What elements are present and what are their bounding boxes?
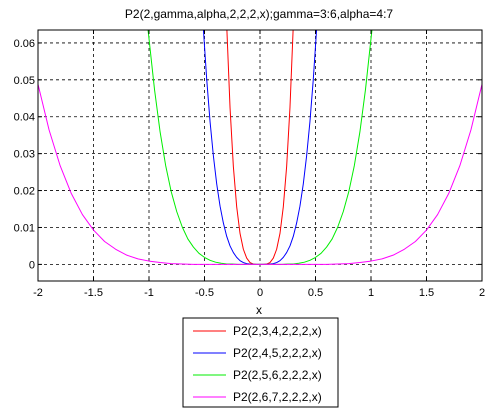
y-tick-label: 0.01 — [14, 222, 35, 234]
legend-label: P2(2,6,7,2,2,2,x) — [233, 390, 322, 404]
x-tick-label: 2 — [479, 287, 485, 299]
legend-label: P2(2,3,4,2,2,2,x) — [233, 324, 322, 338]
x-tick-label: -2 — [33, 287, 43, 299]
grid-lines — [38, 30, 482, 281]
chart-title: P2(2,gamma,alpha,2,2,2,x);gamma=3:6,alph… — [125, 7, 393, 21]
y-tick-label: 0 — [29, 259, 35, 271]
series-line-4 — [38, 84, 482, 265]
x-axis-label: x — [256, 303, 262, 317]
x-tick-label: 1.5 — [419, 287, 434, 299]
legend-label: P2(2,5,6,2,2,2,x) — [233, 368, 322, 382]
axis-ticks — [37, 30, 483, 281]
y-tick-label: 0.06 — [14, 38, 35, 50]
y-tick-label: 0.05 — [14, 75, 35, 87]
x-tick-label: 0 — [257, 287, 263, 299]
legend-label: P2(2,4,5,2,2,2,x) — [233, 346, 322, 360]
x-tick-labels: -2 -1.5 -1 -0.5 0 0.5 1 1.5 2 — [33, 287, 485, 299]
x-tick-label: 1 — [368, 287, 374, 299]
legend-box — [182, 317, 339, 408]
x-tick-label: -1 — [144, 287, 154, 299]
y-tick-label: 0.02 — [14, 186, 35, 198]
y-tick-label: 0.03 — [14, 149, 35, 161]
legend: P2(2,3,4,2,2,2,x) P2(2,4,5,2,2,2,x) P2(2,5… — [182, 317, 339, 408]
plot-series — [38, 30, 482, 265]
y-tick-label: 0.04 — [14, 112, 35, 124]
x-tick-label: -1.5 — [84, 287, 103, 299]
x-tick-label: 0.5 — [308, 287, 323, 299]
y-tick-labels: 0 0.01 0.02 0.03 0.04 0.05 0.06 — [14, 38, 35, 271]
x-tick-label: -0.5 — [195, 287, 214, 299]
